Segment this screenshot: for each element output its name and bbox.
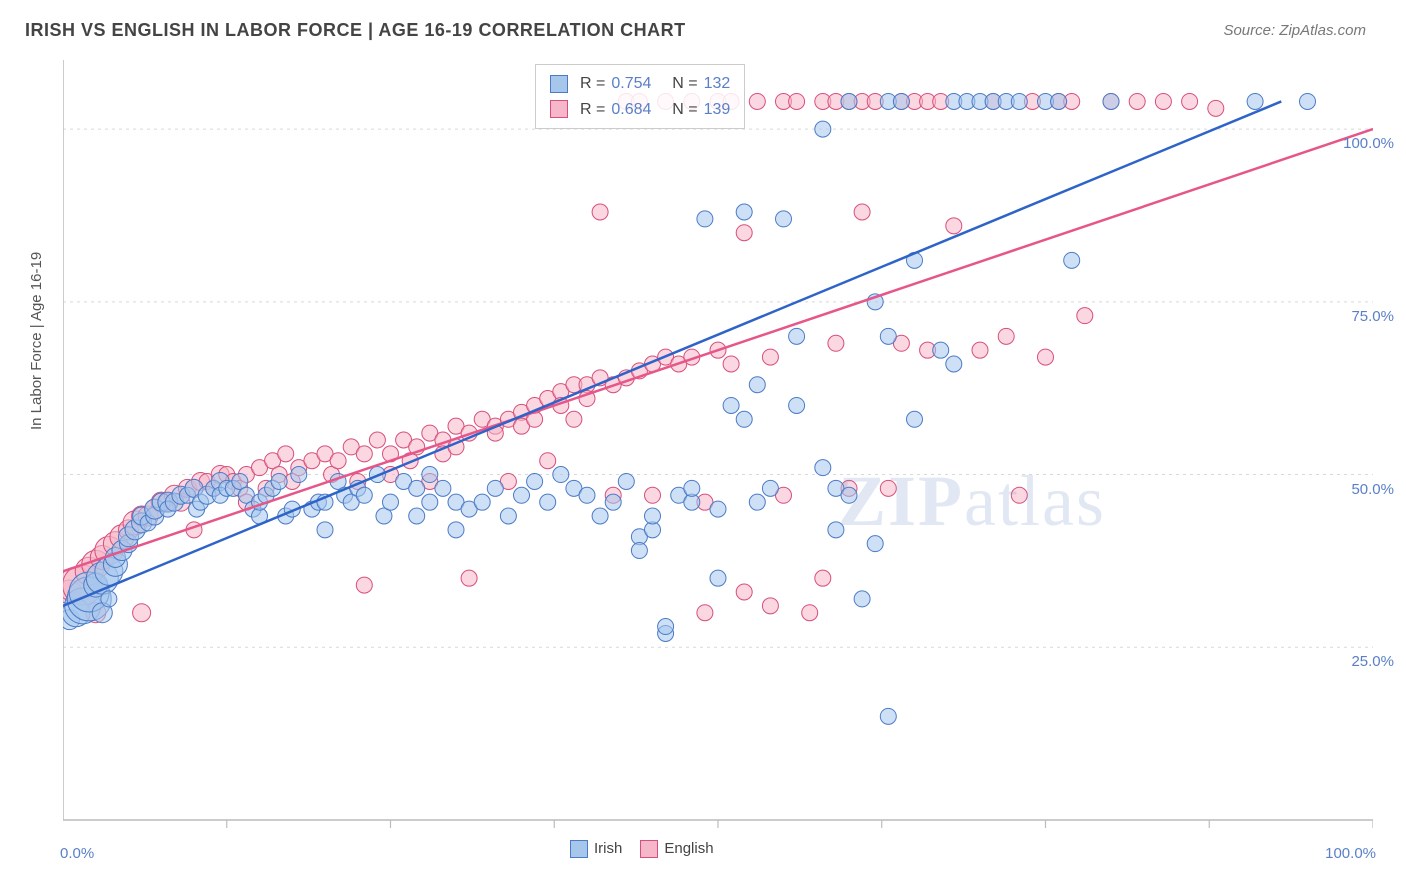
n-label: N = [672, 97, 697, 123]
legend-swatch-irish [570, 840, 588, 858]
chart-title: IRISH VS ENGLISH IN LABOR FORCE | AGE 16… [25, 20, 686, 41]
legend-row-english: R = 0.684 N = 139 [550, 97, 730, 123]
x-tick-max: 100.0% [1325, 845, 1376, 862]
english-r-value: 0.684 [611, 97, 651, 123]
y-tick-label: 75.0% [1351, 308, 1394, 325]
series-legend: Irish English [570, 840, 714, 858]
irish-r-value: 0.754 [611, 71, 651, 97]
legend-swatch-irish [550, 75, 568, 93]
legend-swatch-english [640, 840, 658, 858]
source-attribution: Source: ZipAtlas.com [1223, 22, 1366, 39]
legend-item-irish: Irish [570, 840, 622, 858]
y-tick-label: 25.0% [1351, 653, 1394, 670]
correlation-legend-box: R = 0.754 N = 132 R = 0.684 N = 139 [535, 64, 745, 129]
y-tick-label: 100.0% [1343, 135, 1394, 152]
legend-label-english: English [664, 840, 713, 857]
irish-n-value: 132 [704, 71, 731, 97]
legend-item-english: English [640, 840, 713, 858]
y-axis-label: In Labor Force | Age 16-19 [28, 252, 45, 430]
r-label: R = [580, 97, 605, 123]
y-tick-label: 50.0% [1351, 481, 1394, 498]
r-label: R = [580, 71, 605, 97]
legend-label-irish: Irish [594, 840, 622, 857]
x-tick-min: 0.0% [60, 845, 94, 862]
chart-area: ZIPatlas [63, 60, 1373, 830]
english-n-value: 139 [704, 97, 731, 123]
legend-row-irish: R = 0.754 N = 132 [550, 71, 730, 97]
scatter-plot-svg [63, 60, 1373, 830]
n-label: N = [672, 71, 697, 97]
legend-swatch-english [550, 100, 568, 118]
